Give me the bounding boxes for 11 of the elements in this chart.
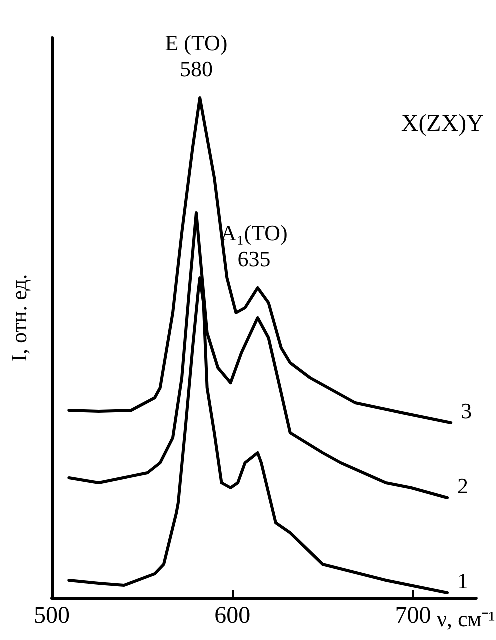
series-label: 3	[461, 398, 472, 424]
series-label: 2	[458, 474, 469, 498]
annotation: E (TO) 580	[165, 30, 228, 82]
y-axis-title: I, отн. ед.	[6, 274, 32, 362]
x-tick-label: 500	[34, 603, 70, 629]
series-label: 1	[458, 568, 469, 594]
x-axis-title: ν, см⁻¹	[437, 606, 496, 632]
x-tick-label: 700	[395, 603, 432, 629]
x-tick-label: 600	[214, 603, 251, 629]
annotation: A₁(TO) 635	[220, 220, 288, 272]
annotation: X(ZX)Y	[401, 111, 484, 137]
